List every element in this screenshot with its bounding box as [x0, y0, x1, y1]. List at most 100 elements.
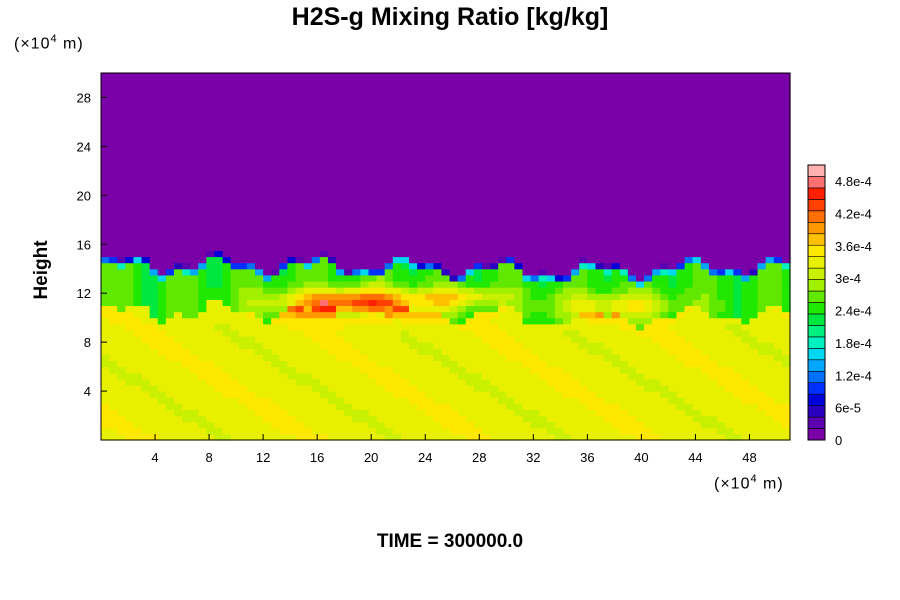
field-cell — [490, 164, 499, 172]
field-cell — [376, 140, 386, 147]
field-cell — [238, 268, 248, 276]
field-cell — [741, 256, 751, 264]
field-cell — [198, 403, 207, 411]
field-cell — [352, 189, 361, 196]
field-cell — [644, 115, 653, 123]
field-cell — [271, 232, 280, 239]
field-cell — [344, 109, 353, 117]
field-cell — [449, 409, 459, 417]
field-cell — [603, 323, 613, 331]
field-cell — [327, 189, 337, 196]
field-cell — [490, 189, 499, 196]
field-cell — [222, 384, 232, 392]
field-cell — [433, 158, 443, 166]
field-cell — [157, 219, 167, 227]
field-cell — [563, 250, 572, 258]
field-cell — [627, 274, 637, 282]
field-cell — [684, 336, 694, 343]
field-cell — [627, 103, 637, 111]
field-cell — [360, 232, 370, 239]
field-cell — [425, 409, 434, 417]
field-cell — [101, 305, 110, 313]
field-cell — [360, 305, 370, 313]
field-cell — [749, 366, 759, 374]
field-cell — [230, 201, 240, 209]
field-cell — [538, 152, 548, 160]
field-cell — [587, 250, 597, 258]
field-cell — [417, 280, 426, 288]
field-cell — [725, 378, 734, 386]
field-cell — [287, 360, 297, 368]
field-cell — [741, 397, 751, 404]
field-cell — [668, 109, 678, 117]
field-cell — [708, 366, 718, 374]
field-cell — [384, 219, 394, 227]
field-cell — [182, 299, 191, 307]
field-cell — [449, 280, 459, 288]
field-cell — [611, 433, 621, 441]
field-cell — [165, 183, 175, 190]
field-cell — [360, 201, 370, 209]
field-cell — [554, 354, 564, 362]
field-cell — [595, 427, 605, 435]
field-cell — [344, 140, 353, 147]
field-cell — [214, 409, 224, 417]
field-cell — [238, 274, 248, 282]
field-cell — [717, 183, 726, 190]
field-cell — [327, 134, 337, 141]
field-cell — [684, 262, 694, 270]
field-cell — [238, 225, 248, 233]
field-cell — [563, 115, 572, 123]
field-cell — [538, 433, 548, 441]
field-cell — [368, 372, 378, 380]
field-cell — [725, 305, 734, 313]
field-cell — [627, 433, 637, 441]
field-cell — [165, 121, 175, 129]
field-cell — [441, 274, 451, 282]
field-cell — [311, 311, 321, 319]
field-cell — [717, 207, 726, 215]
field-cell — [587, 268, 597, 276]
field-cell — [481, 378, 491, 386]
field-cell — [457, 146, 467, 154]
field-cell — [198, 134, 207, 141]
field-cell — [579, 372, 588, 380]
field-cell — [546, 121, 556, 129]
field-cell — [238, 170, 248, 178]
field-cell — [490, 280, 499, 288]
field-cell — [498, 195, 507, 203]
field-cell — [109, 103, 118, 111]
field-cell — [530, 109, 540, 117]
field-cell — [230, 79, 240, 86]
field-cell — [506, 262, 515, 270]
field-cell — [238, 201, 248, 209]
field-cell — [392, 164, 402, 172]
field-cell — [101, 360, 110, 368]
field-cell — [465, 433, 475, 441]
field-cell — [101, 115, 110, 123]
field-cell — [571, 329, 580, 337]
field-cell — [611, 250, 621, 258]
field-cell — [757, 158, 767, 166]
field-cell — [619, 323, 629, 331]
field-cell — [765, 109, 775, 117]
field-cell — [611, 207, 621, 215]
field-cell — [214, 146, 224, 154]
field-cell — [733, 287, 742, 294]
field-cell — [684, 250, 694, 258]
field-cell — [101, 274, 110, 282]
field-cell — [587, 170, 597, 178]
field-cell — [684, 403, 694, 411]
field-cell — [246, 366, 256, 374]
field-cell — [611, 305, 621, 313]
field-cell — [384, 195, 394, 203]
field-cell — [749, 311, 759, 319]
field-cell — [587, 427, 597, 435]
field-cell — [400, 415, 410, 423]
field-cell — [757, 140, 767, 147]
field-cell — [684, 421, 694, 429]
field-cell — [465, 79, 475, 86]
field-cell — [563, 378, 572, 386]
field-cell — [384, 305, 394, 313]
field-cell — [400, 366, 410, 374]
